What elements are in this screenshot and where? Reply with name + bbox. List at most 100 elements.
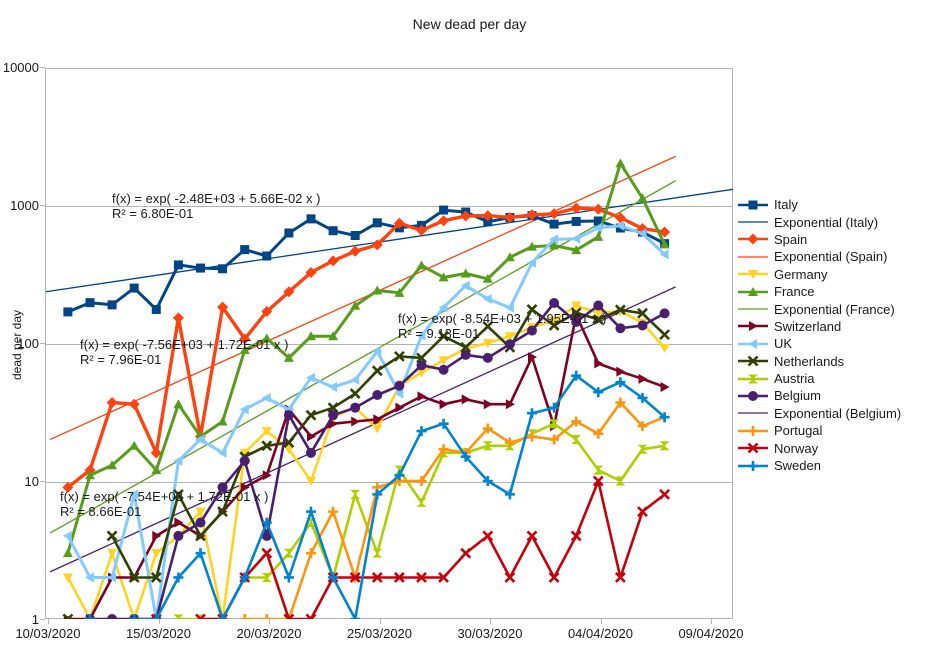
series-marker-germany [372,424,383,434]
series-marker-austria [571,434,582,444]
series-marker-netherlands [283,437,295,448]
fit-r2: R² = 6.80E-01 [112,206,194,221]
series-marker-switzerland [174,517,184,528]
x-tick-mark [711,619,712,624]
series-marker-netherlands [393,350,405,362]
series-marker-sweden [549,402,560,413]
series-marker-uk [305,372,315,383]
series-marker-portugal [571,416,582,427]
series-marker-france [659,239,670,249]
series-marker-italy [549,219,559,229]
gridline [46,344,732,345]
series-marker-sweden [84,614,95,619]
series-marker-spain [349,245,361,257]
series-marker-italy [483,217,493,227]
series-marker-france [129,440,140,450]
x-tick-label: 09/04/2020 [678,626,744,641]
series-marker-portugal [526,431,537,442]
series-marker-germany [283,445,294,455]
legend-item-exponential-belgium-: Exponential (Belgium) [737,405,901,422]
legend-item-uk: UK [737,335,901,352]
series-marker-norway [637,506,648,518]
trend-line [45,188,733,293]
fit-r2: R² = 9.13E-01 [398,326,480,341]
series-marker-france [283,352,294,362]
series-marker-uk [416,330,426,341]
legend-item-netherlands: Netherlands [737,353,901,370]
gridline [46,482,732,483]
series-marker-switzerland [329,418,339,429]
series-marker-uk [195,434,205,445]
series-marker-italy [372,218,382,228]
series-marker-switzerland [373,414,383,425]
series-line-spain [66,206,665,489]
series-marker-germany [107,549,118,559]
y-tick-label: 1 [31,612,39,627]
series-marker-italy [240,245,250,255]
series-marker-germany [659,343,670,353]
gridline [46,206,732,207]
series-marker-switzerland [417,391,427,402]
series-marker-switzerland [395,402,405,413]
x-tick-mark [269,619,270,624]
series-marker-netherlands [482,320,494,332]
series-marker-spain [548,208,560,220]
series-marker-germany [195,507,206,517]
series-marker-spain [415,224,427,236]
series-marker-portugal [239,614,250,619]
series-marker-netherlands [438,330,450,342]
series-marker-norway [526,530,538,542]
series-marker-switzerland [638,373,648,384]
series-marker-france [549,240,560,250]
legend-item-belgium: Belgium [737,387,901,404]
x-tick-label: 25/03/2020 [346,626,413,641]
legend-marker-icon [738,221,768,223]
legend-label: Spain [774,231,808,247]
series-marker-norway [261,547,273,559]
legend-label: Austria [774,371,815,387]
series-marker-belgium [460,349,471,360]
legend-item-germany: Germany [737,266,901,283]
series-marker-belgium [328,410,339,421]
series-marker-france [62,548,73,558]
series-marker-spain [526,209,538,221]
series-marker-france [305,331,316,341]
series-marker-germany [504,332,515,342]
series-marker-sweden [460,451,471,462]
series-marker-sweden [305,506,316,517]
y-tick-label: 10000 [2,60,39,75]
series-marker-spain [659,226,671,238]
series-marker-austria [372,548,383,558]
series-marker-sweden [438,418,449,429]
series-marker-belgium [593,300,604,311]
series-marker-norway [371,572,383,583]
legend-label: Exponential (Spain) [774,249,888,265]
series-marker-austria [637,444,648,454]
series-marker-spain [150,447,162,459]
series-marker-italy [284,228,294,238]
series-marker-france [173,399,184,409]
series-marker-belgium [217,482,228,493]
series-marker-germany [571,301,582,311]
series-marker-austria [416,497,427,507]
series-marker-sweden [637,392,648,403]
series-marker-spain [62,481,74,493]
legend-label: Belgium [774,388,821,404]
series-marker-spain [393,217,405,229]
series-marker-switzerland [439,399,449,410]
series-marker-spain [592,203,604,215]
series-marker-spain [570,202,582,214]
series-marker-spain [438,215,450,227]
series-marker-spain [305,267,317,279]
series-marker-uk [526,257,536,268]
series-marker-switzerland [505,399,515,410]
x-tick-label: 15/03/2020 [125,626,192,641]
series-marker-italy [350,231,360,241]
series-marker-netherlands [570,307,582,319]
series-marker-germany [151,549,162,559]
series-line-norway [200,479,666,619]
series-marker-france [261,333,272,343]
legend-label: Portugal [774,423,823,439]
series-marker-france [526,241,537,251]
legend-marker-icon [738,412,768,414]
